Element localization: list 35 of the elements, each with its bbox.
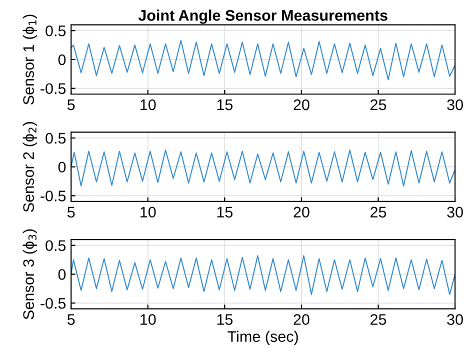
x-tick-label: 5 (67, 314, 75, 325)
x-tick-label: 25 (370, 206, 386, 218)
x-tick-label: 20 (294, 206, 310, 218)
x-tick-label: 10 (140, 206, 156, 218)
line-series (71, 150, 456, 186)
y-axis-title: Sensor 1 (ϕ$_{1}$) (22, 14, 38, 105)
y-tick-label: -0.5 (40, 298, 66, 309)
x-tick-label: 30 (447, 206, 463, 218)
x-tick-label: 5 (67, 100, 75, 110)
x-tick-label: 10 (140, 314, 156, 325)
line-series (71, 255, 456, 295)
y-tick-label: -0.5 (40, 190, 66, 202)
y-tick-label: 0.5 (46, 240, 66, 252)
x-tick-label: 25 (370, 99, 386, 110)
x-tick-label: 5 (67, 206, 75, 218)
x-tick-label: 15 (217, 100, 233, 110)
x-axis-title: Time (sec) (228, 330, 298, 345)
chart-title: Joint Angle Sensor Measurements (138, 10, 388, 24)
y-tick-label: 0 (58, 162, 66, 173)
x-tick-label: 25 (370, 314, 386, 325)
y-tick-label: 0 (58, 54, 66, 66)
x-tick-label: 30 (447, 99, 463, 110)
x-tick-label: 10 (140, 99, 156, 110)
x-tick-label: 20 (294, 314, 310, 325)
x-tick-label: 20 (294, 99, 310, 110)
y-tick-label: -0.5 (40, 83, 66, 94)
x-tick-label: 15 (217, 206, 233, 218)
y-axis-title: Sensor 2 (ϕ$_{2}$) (22, 122, 38, 212)
x-tick-label: 30 (447, 314, 463, 325)
line-series (71, 40, 456, 80)
y-tick-label: 0 (58, 269, 66, 280)
x-tick-label: 15 (217, 314, 233, 325)
y-tick-label: 0.5 (46, 25, 66, 36)
y-axis-title: Sensor 3 (ϕ$_{3}$) (22, 229, 38, 320)
y-tick-label: 0.5 (46, 132, 66, 144)
